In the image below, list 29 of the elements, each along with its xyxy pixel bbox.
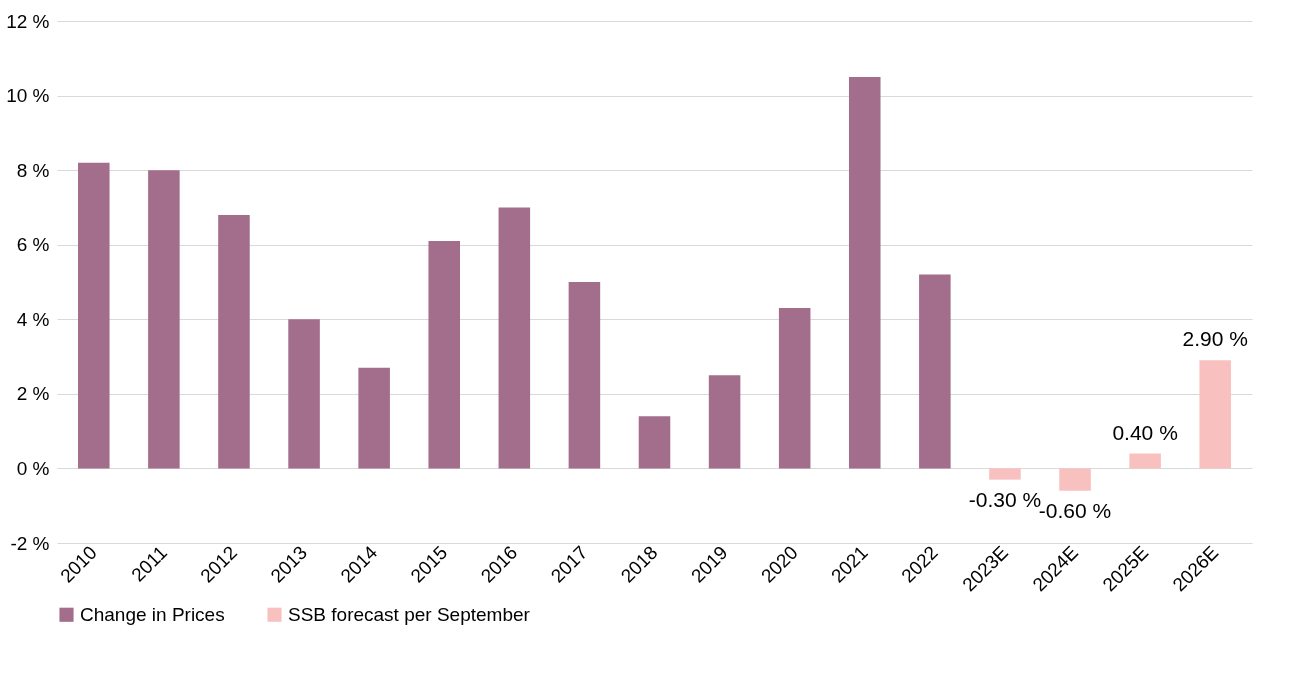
bar <box>1199 360 1231 469</box>
bar <box>498 207 531 469</box>
y-tick-label: 12 % <box>6 10 50 32</box>
bar <box>288 319 320 469</box>
legend-label: Change in Prices <box>80 603 225 625</box>
bar <box>148 170 180 469</box>
bar <box>778 308 811 469</box>
legend-label: SSB forecast per September <box>288 603 531 625</box>
bar <box>708 375 741 469</box>
y-tick-label: 6 % <box>16 234 50 256</box>
bar <box>218 214 250 469</box>
y-tick-label: 0 % <box>16 457 50 479</box>
bar <box>78 162 110 469</box>
bar <box>428 240 461 469</box>
y-tick-label: 4 % <box>16 308 50 330</box>
y-tick-label: 8 % <box>16 159 50 181</box>
bar <box>989 468 1021 480</box>
bar <box>568 282 601 469</box>
data-label: 0.40 % <box>1112 420 1178 444</box>
y-tick-label: 2 % <box>16 383 50 405</box>
bar <box>1059 468 1091 491</box>
bar <box>1129 453 1161 469</box>
y-tick-label: -2 % <box>10 532 50 554</box>
bar <box>358 367 390 469</box>
y-tick-label: 10 % <box>6 85 50 107</box>
bar <box>638 416 671 469</box>
bar <box>848 76 881 469</box>
bar <box>919 274 951 469</box>
data-label: 2.90 % <box>1182 327 1248 351</box>
